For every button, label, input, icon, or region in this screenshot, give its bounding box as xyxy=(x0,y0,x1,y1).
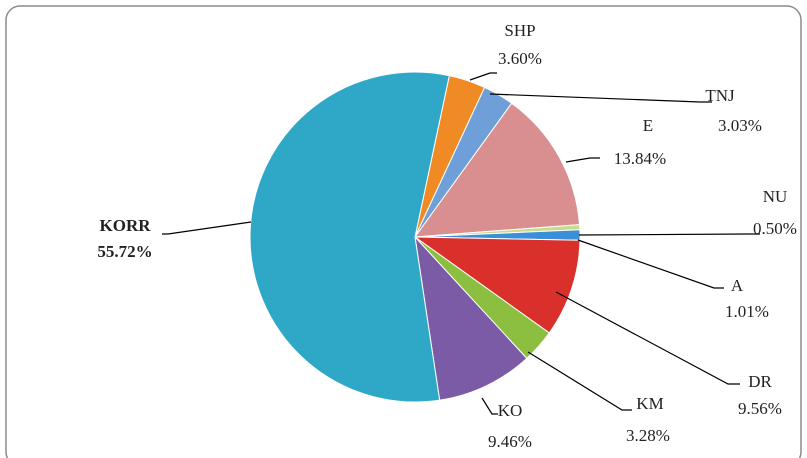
slice-label-name: TNJ xyxy=(705,86,735,105)
leader-line xyxy=(578,233,760,236)
slice-label-name: KM xyxy=(636,394,663,413)
slice-label-value: 9.56% xyxy=(738,399,782,418)
slice-label-value: 3.60% xyxy=(498,49,542,68)
slice-label-name: DR xyxy=(748,372,772,391)
pie-slice xyxy=(413,236,581,334)
slice-label-name: A xyxy=(731,276,744,295)
slice-label-value: 13.84% xyxy=(614,149,666,168)
leader-line xyxy=(577,239,724,289)
slice-label-value: 9.46% xyxy=(488,432,532,451)
leader-line xyxy=(162,221,252,235)
slice-label-name: KO xyxy=(498,401,523,420)
slice-label-name: KORR xyxy=(100,216,152,235)
leader-line xyxy=(555,291,740,385)
leader-line xyxy=(469,72,497,81)
leader-line xyxy=(527,351,632,411)
slice-label-name: E xyxy=(643,116,653,135)
slice-label-value: 0.50% xyxy=(753,219,797,238)
leader-line xyxy=(565,157,600,163)
slice-label-value: 1.01% xyxy=(725,302,769,321)
slice-label-name: NU xyxy=(763,187,788,206)
pie-slice xyxy=(413,102,581,238)
slice-label-value: 3.28% xyxy=(626,426,670,445)
leader-line xyxy=(489,93,712,103)
pie-slice xyxy=(414,235,528,401)
slice-label-value: 3.03% xyxy=(718,116,762,135)
slice-label-name: SHP xyxy=(504,21,535,40)
slice-label-value: 55.72% xyxy=(97,242,152,261)
leader-line xyxy=(481,397,498,415)
pie-slice xyxy=(249,71,450,403)
